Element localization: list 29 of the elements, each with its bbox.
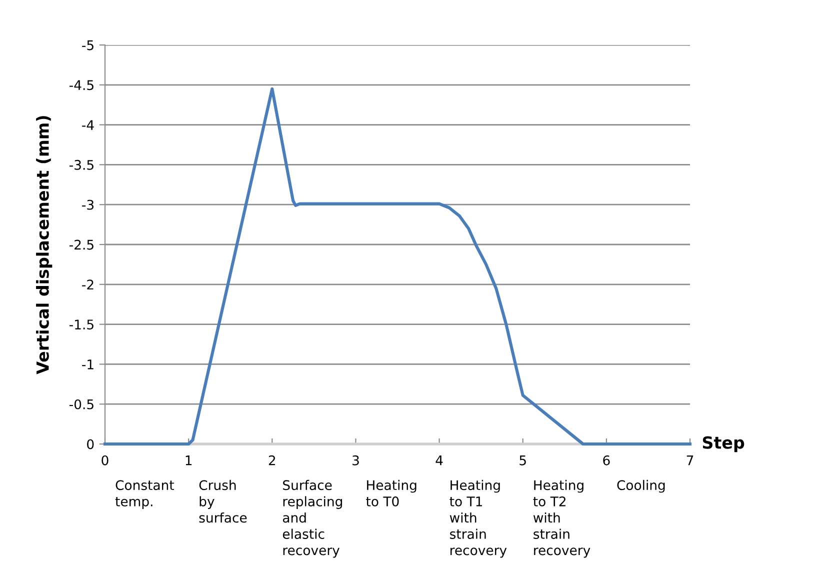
y-tick-label: -2 [82, 280, 94, 290]
text: Cooling [617, 480, 665, 493]
y-tick-label: -1.5 [69, 320, 94, 330]
line-series [103, 87, 692, 446]
text: Surface replacing and elastic recovery [282, 480, 342, 558]
y-tick-label: -4 [82, 120, 94, 130]
y-tick-label: -0.5 [69, 399, 94, 410]
text: Crush by surface [199, 480, 247, 523]
x-tick-label: 6 [603, 455, 610, 466]
y-tick-label: -3.5 [69, 160, 94, 170]
x-axis-title: Step [702, 436, 744, 452]
y-axis-title: Vertical displacement (mm) [36, 116, 52, 374]
text: Heating to T2 with strain recovery [533, 480, 590, 558]
x-tick-label: 7 [686, 456, 694, 466]
x-tick-label: 1 [186, 456, 192, 466]
text: Constant temp. [115, 480, 174, 509]
text: Heating to T0 [366, 480, 416, 506]
y-tick-label: -5 [82, 40, 94, 50]
x-tick-label: 2 [268, 455, 276, 466]
text: Heating to T1 with strain recovery [450, 480, 507, 558]
y-tick-label: -2.5 [69, 240, 94, 250]
x-tick-label: 4 [436, 456, 443, 466]
x-tick-label: 3 [352, 455, 359, 466]
y-tick-label: 0 [87, 439, 94, 450]
y-tick-label: -3 [82, 200, 94, 210]
y-tick-label: -4.5 [69, 80, 94, 90]
x-tick-label: 5 [520, 456, 526, 466]
x-tick-label: 0 [102, 455, 108, 466]
y-tick-label: -1 [82, 360, 94, 370]
